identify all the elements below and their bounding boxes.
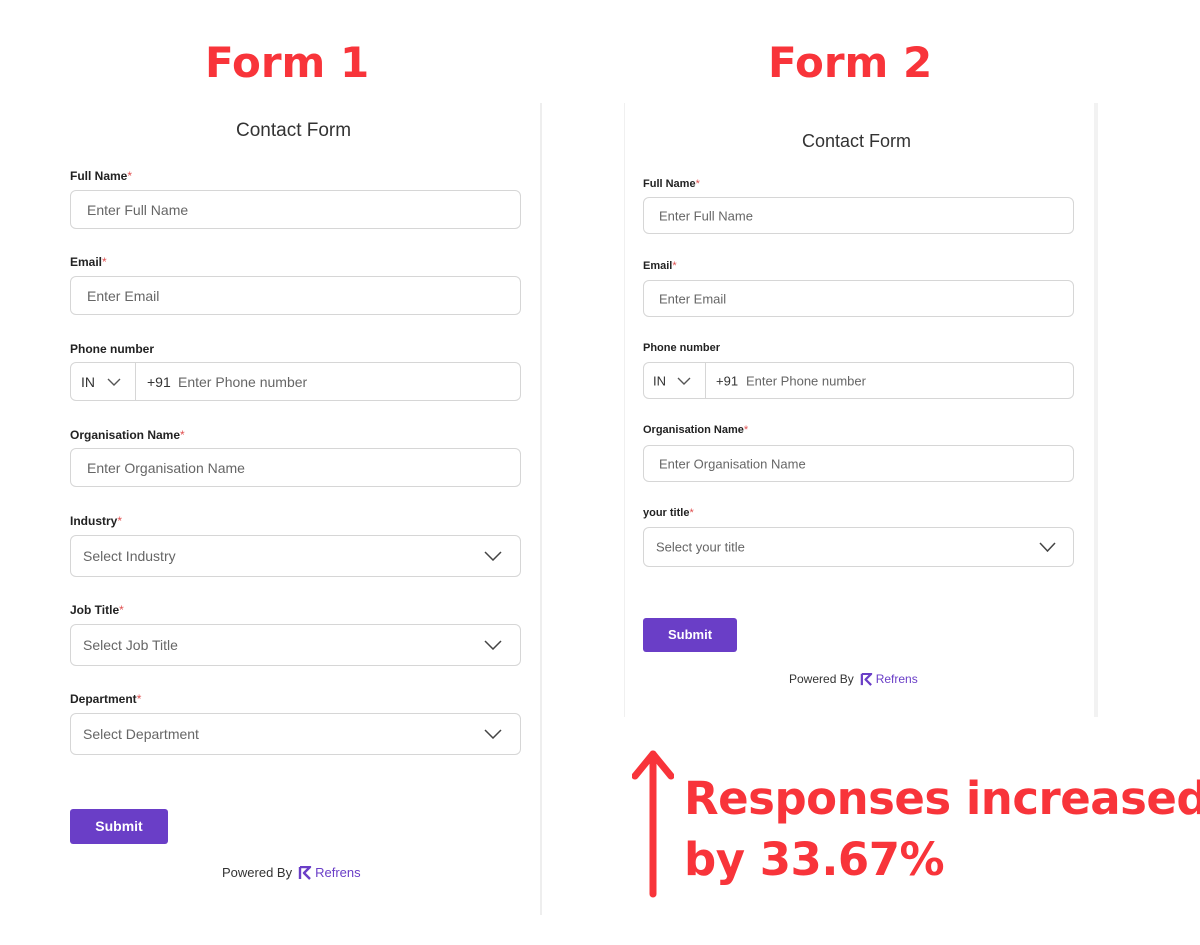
powered-by-label: Powered By (789, 672, 854, 686)
up-arrow-icon (632, 750, 674, 898)
organisation-label: Organisation Name* (643, 424, 749, 436)
submit-button[interactable]: Submit (643, 618, 737, 652)
organisation-placeholder: Enter Organisation Name (87, 459, 245, 476)
refrens-logo[interactable]: Refrens (860, 672, 918, 686)
your-title-placeholder: Select your title (656, 539, 745, 555)
powered-by-label: Powered By (222, 865, 293, 880)
full-name-placeholder: Enter Full Name (87, 201, 189, 218)
phone-divider (135, 363, 136, 400)
form-2-panel: Contact Form Full Name* Enter Full Name … (624, 103, 1098, 717)
job-title-label: Job Title* (70, 603, 124, 617)
email-input[interactable]: Enter Email (70, 276, 521, 315)
phone-field: IN +91 Enter Phone number (70, 362, 521, 401)
chevron-down-icon (484, 640, 502, 650)
refrens-logo-icon (860, 672, 872, 686)
brand-name: Refrens (875, 672, 918, 686)
dial-code: +91 (716, 373, 739, 388)
email-placeholder: Enter Email (87, 287, 160, 304)
country-code: IN (653, 373, 666, 388)
dial-code: +91 (147, 373, 171, 390)
department-placeholder: Select Department (83, 726, 199, 742)
job-title-placeholder: Select Job Title (83, 637, 178, 653)
job-title-select[interactable]: Select Job Title (70, 624, 521, 666)
powered-by: Powered By Refrens (789, 672, 918, 686)
your-title-select[interactable]: Select your title (643, 527, 1074, 567)
phone-label: Phone number (643, 342, 721, 354)
chevron-down-icon (484, 729, 502, 739)
department-select[interactable]: Select Department (70, 713, 521, 755)
your-title-label: your title* (643, 507, 694, 519)
form-1-panel: Contact Form Full Name* Enter Full Name … (0, 103, 542, 915)
form-title: Contact Form (236, 120, 352, 141)
industry-label: Industry* (70, 514, 123, 528)
industry-select[interactable]: Select Industry (70, 535, 521, 577)
full-name-label: Full Name* (70, 169, 133, 183)
brand-name: Refrens (315, 865, 361, 880)
phone-label: Phone number (70, 342, 155, 356)
email-label: Email* (643, 260, 677, 272)
organisation-input[interactable]: Enter Organisation Name (70, 448, 521, 487)
responses-callout: Responses increased by 33.67% (684, 768, 1200, 890)
chevron-down-icon (677, 377, 691, 385)
full-name-placeholder: Enter Full Name (659, 208, 753, 223)
country-code-select[interactable]: IN (71, 363, 135, 400)
chevron-down-icon (107, 378, 121, 386)
powered-by: Powered By Refrens (222, 865, 361, 880)
phone-divider (705, 363, 706, 398)
phone-input[interactable]: Enter Phone number (178, 373, 308, 390)
chevron-down-icon (484, 551, 502, 561)
phone-field: IN +91 Enter Phone number (643, 362, 1074, 399)
full-name-input[interactable]: Enter Full Name (70, 190, 521, 229)
phone-input[interactable]: Enter Phone number (746, 373, 866, 388)
form-2-heading: Form 2 (768, 38, 933, 87)
callout-line-2: by 33.67% (684, 833, 945, 886)
organisation-placeholder: Enter Organisation Name (659, 456, 806, 471)
form-1-heading: Form 1 (205, 38, 370, 87)
industry-placeholder: Select Industry (83, 548, 176, 564)
full-name-label: Full Name* (643, 178, 700, 190)
email-input[interactable]: Enter Email (643, 280, 1074, 317)
chevron-down-icon (1039, 542, 1056, 552)
full-name-input[interactable]: Enter Full Name (643, 197, 1074, 234)
organisation-label: Organisation Name* (70, 428, 185, 442)
email-label: Email* (70, 255, 107, 269)
callout-line-1: Responses increased (684, 772, 1200, 825)
department-label: Department* (70, 692, 142, 706)
form-title: Contact Form (802, 131, 912, 151)
country-code-select[interactable]: IN (644, 363, 705, 398)
email-placeholder: Enter Email (659, 291, 727, 306)
organisation-input[interactable]: Enter Organisation Name (643, 445, 1074, 482)
country-code: IN (81, 373, 95, 390)
submit-button[interactable]: Submit (70, 809, 168, 844)
refrens-logo-icon (298, 865, 312, 880)
refrens-logo[interactable]: Refrens (298, 865, 361, 880)
